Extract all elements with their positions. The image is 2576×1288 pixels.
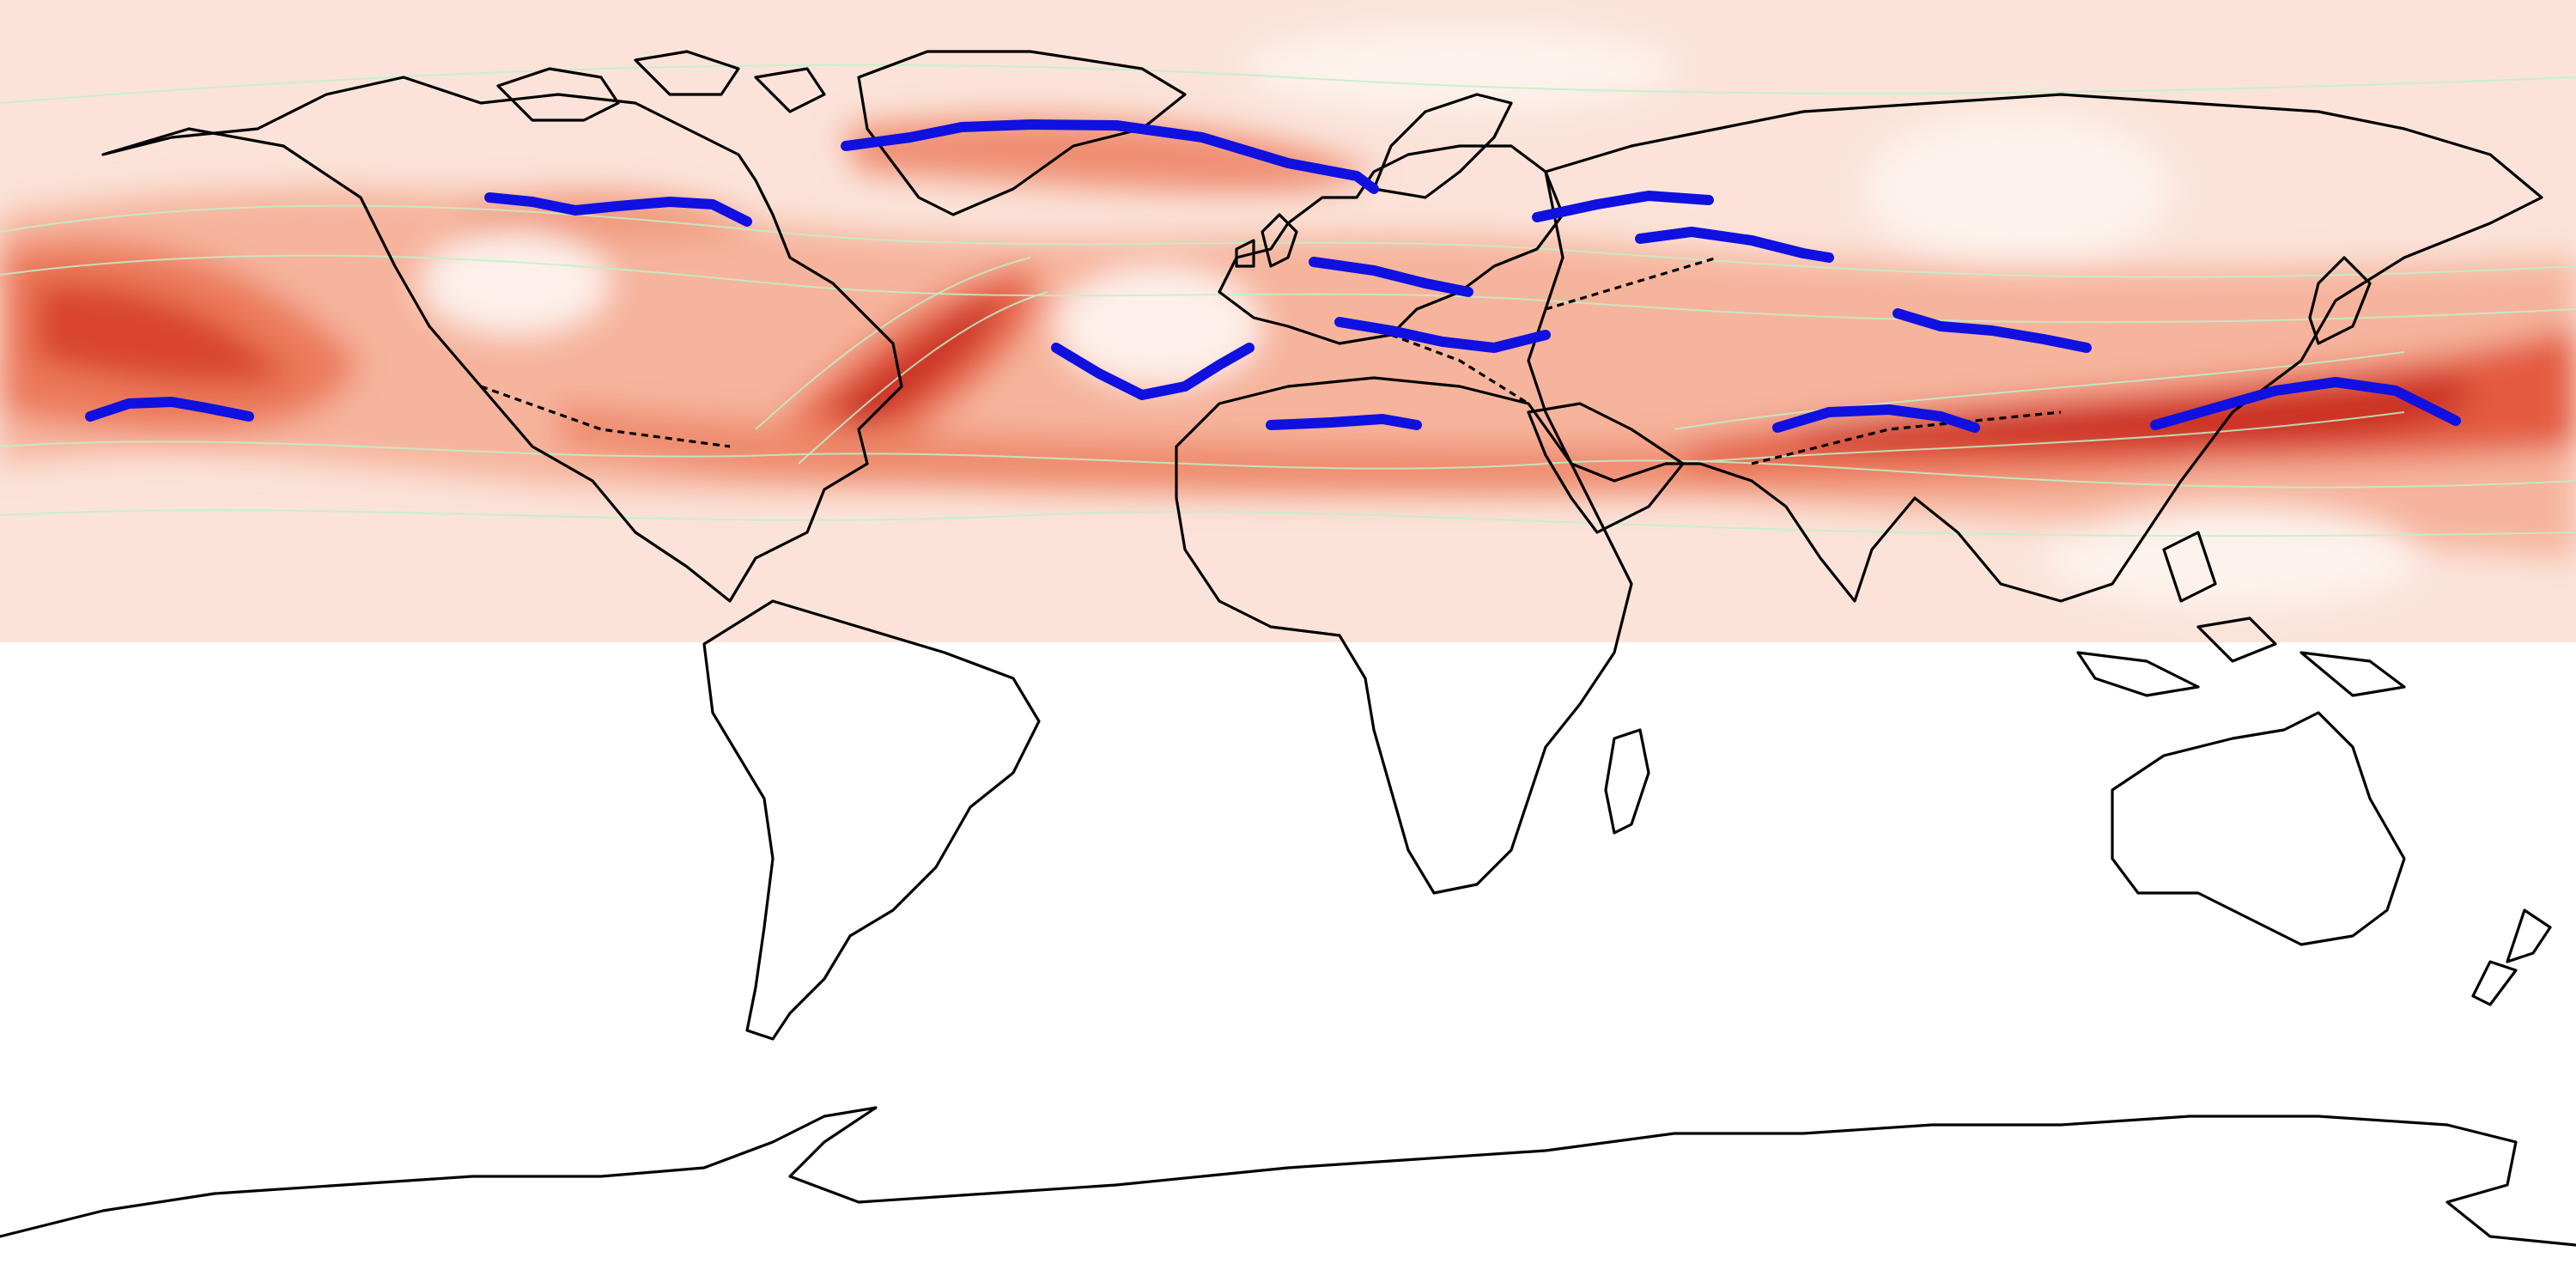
coastlines [0,50,2576,1247]
jet-axis-2 [484,192,752,227]
coast-arabia [1527,402,1685,534]
coast-arctic-islands [496,50,826,122]
coast-north-america [101,76,903,603]
jet-axis-4 [1051,343,1255,400]
jet-axis-9 [1635,227,1834,263]
wind-speed-field [0,0,2576,642]
coast-new-zealand [2471,908,2552,1006]
jet-axis-6 [1309,257,1473,297]
coast-japan [2308,256,2372,345]
field-shading [0,26,2576,610]
coast-asia [1527,93,2543,603]
coast-south-america [702,599,1041,1041]
jet-axes [85,119,2461,433]
jet-axis-3 [841,119,1379,194]
jet-axis-10 [1772,404,1980,433]
coast-australia [2111,711,2406,946]
jet-axis-1 [85,397,254,422]
jet-axis-8 [1532,191,1714,222]
coast-greenland [857,50,1187,216]
jet-axis-11 [1893,308,2092,353]
coast-indonesia [2076,531,2406,697]
jet-axis-5 [1266,414,1422,430]
coast-africa [1175,376,1633,895]
border-lines [480,256,2062,465]
jet-axis-7 [1334,317,1551,353]
jet-axis-12 [2150,377,2461,430]
coast-scandinavia [1372,93,1513,199]
coast-madagascar [1604,728,1650,835]
coast-british-isles [1235,213,1298,268]
coast-antarctica [0,1106,2576,1247]
